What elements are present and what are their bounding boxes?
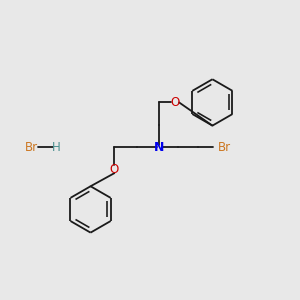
Text: H: H bbox=[52, 140, 61, 154]
Text: N: N bbox=[154, 140, 164, 154]
Text: Br: Br bbox=[25, 140, 38, 154]
Text: Br: Br bbox=[218, 140, 232, 154]
Text: O: O bbox=[171, 96, 180, 109]
Text: O: O bbox=[110, 163, 119, 176]
